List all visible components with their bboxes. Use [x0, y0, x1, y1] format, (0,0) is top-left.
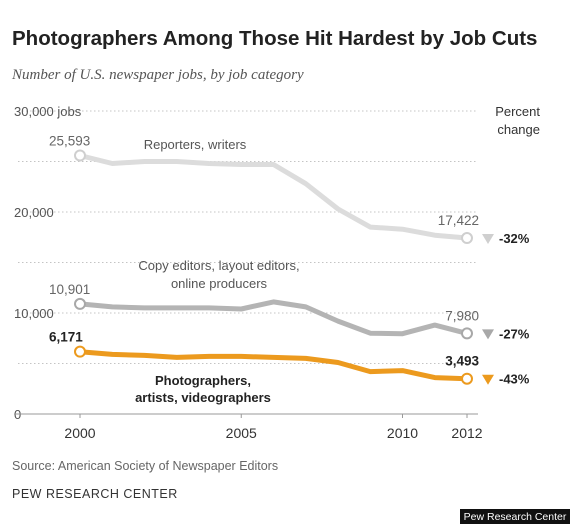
end-value-label: 7,980	[445, 308, 479, 323]
percent-change-value: -43%	[499, 372, 530, 387]
y-tick-label: 10,000	[14, 306, 54, 321]
percent-change-header-line-2: change	[497, 122, 540, 137]
percent-change-header-line-1: Percent	[495, 104, 540, 119]
end-value-label: 3,493	[445, 354, 479, 369]
source-note: Source: American Society of Newspaper Ed…	[12, 459, 278, 473]
chart-subtitle: Number of U.S. newspaper jobs, by job ca…	[11, 67, 304, 83]
series-1: 10,901 7,980 Copy editors, layout editors,…	[49, 258, 530, 341]
start-point-marker	[74, 297, 86, 310]
credit-box	[460, 509, 570, 524]
organization-name: PEW RESEARCH CENTER	[12, 487, 178, 501]
series-line	[77, 349, 470, 382]
percent-change-arrow	[482, 234, 494, 245]
y-tick-label: 20,000	[14, 205, 54, 220]
y-tick-label: 30,000 jobs	[14, 104, 82, 119]
start-value-label: 6,171	[49, 330, 83, 345]
x-tick-label: 2005	[226, 425, 257, 441]
series-label: online producers	[171, 276, 268, 291]
series-layer: 25,593 17,422 Reporters, writers -32% 10,901…	[49, 134, 530, 405]
series-label: Copy editors, layout editors,	[138, 258, 299, 273]
series-0: 25,593 17,422 Reporters, writers -32%	[49, 134, 530, 247]
percent-change-arrow	[482, 329, 494, 340]
gridlines	[18, 110, 478, 364]
start-point-marker	[74, 149, 86, 162]
series-label: Photographers,	[155, 373, 251, 388]
series-label: artists, videographers	[135, 390, 271, 405]
percent-change-arrow	[482, 374, 494, 385]
start-value-label: 10,901	[49, 282, 90, 297]
series-2: 6,171 3,493 Photographers, artists, videogr…	[49, 330, 530, 405]
chart-title: Photographers Among Those Hit Hardest by…	[12, 27, 537, 50]
percent-change-value: -27%	[499, 326, 530, 341]
start-value-label: 25,593	[49, 134, 90, 149]
x-tick-label: 2010	[387, 425, 418, 441]
series-label: Reporters, writers	[144, 137, 247, 152]
start-point-marker	[74, 345, 86, 358]
x-axis-ticks: 2000 2005 2010 2012	[64, 414, 483, 441]
end-point-marker	[461, 327, 473, 340]
series-line	[77, 299, 470, 337]
x-tick-label: 2000	[64, 425, 95, 441]
end-point-marker	[461, 372, 473, 385]
percent-change-value: -32%	[499, 231, 530, 246]
x-tick-label: 2012	[451, 425, 482, 441]
series-line	[77, 153, 470, 241]
credit-text: Pew Research Center	[464, 511, 567, 523]
end-value-label: 17,422	[438, 213, 479, 228]
end-point-marker	[461, 232, 473, 245]
